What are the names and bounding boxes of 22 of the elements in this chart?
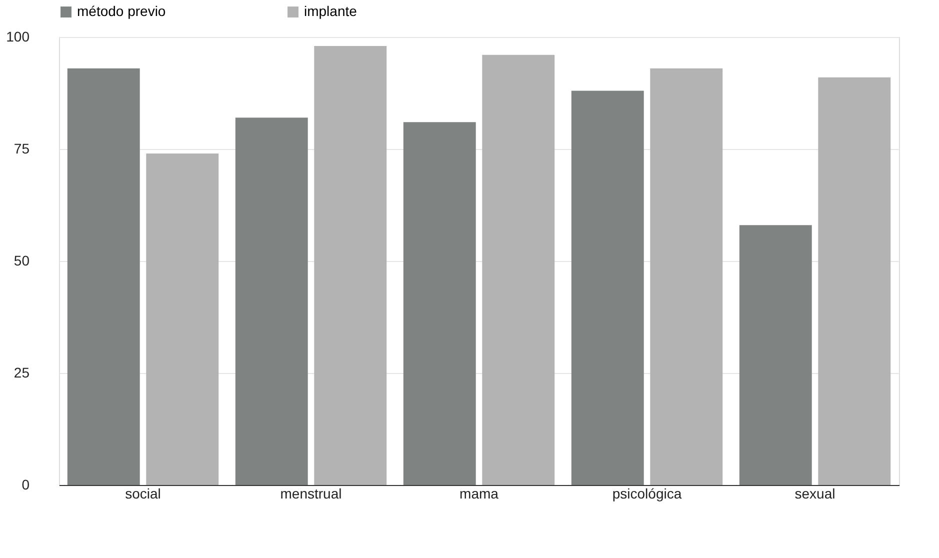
bar — [571, 90, 644, 485]
y-tick-label: 75 — [14, 140, 30, 156]
y-tick-label: 0 — [22, 476, 30, 492]
y-tick-label: 50 — [14, 252, 30, 268]
y-tick-label: 100 — [6, 28, 30, 44]
bar — [739, 225, 812, 485]
legend-label: implante — [304, 3, 358, 19]
x-tick-label: mama — [460, 486, 499, 502]
legend-label: método previo — [77, 3, 166, 19]
bar — [314, 46, 387, 485]
bar — [650, 68, 723, 485]
x-tick-label: menstrual — [280, 486, 342, 502]
bar — [235, 118, 308, 485]
bar — [403, 122, 476, 485]
y-tick-label: 25 — [14, 364, 30, 380]
bar — [482, 54, 555, 485]
x-tick-label: psicológica — [612, 486, 682, 502]
x-tick-label: sexual — [794, 486, 836, 502]
bar — [146, 153, 219, 485]
bar — [67, 68, 140, 485]
bar — [818, 77, 891, 485]
x-tick-label: social — [125, 486, 161, 502]
